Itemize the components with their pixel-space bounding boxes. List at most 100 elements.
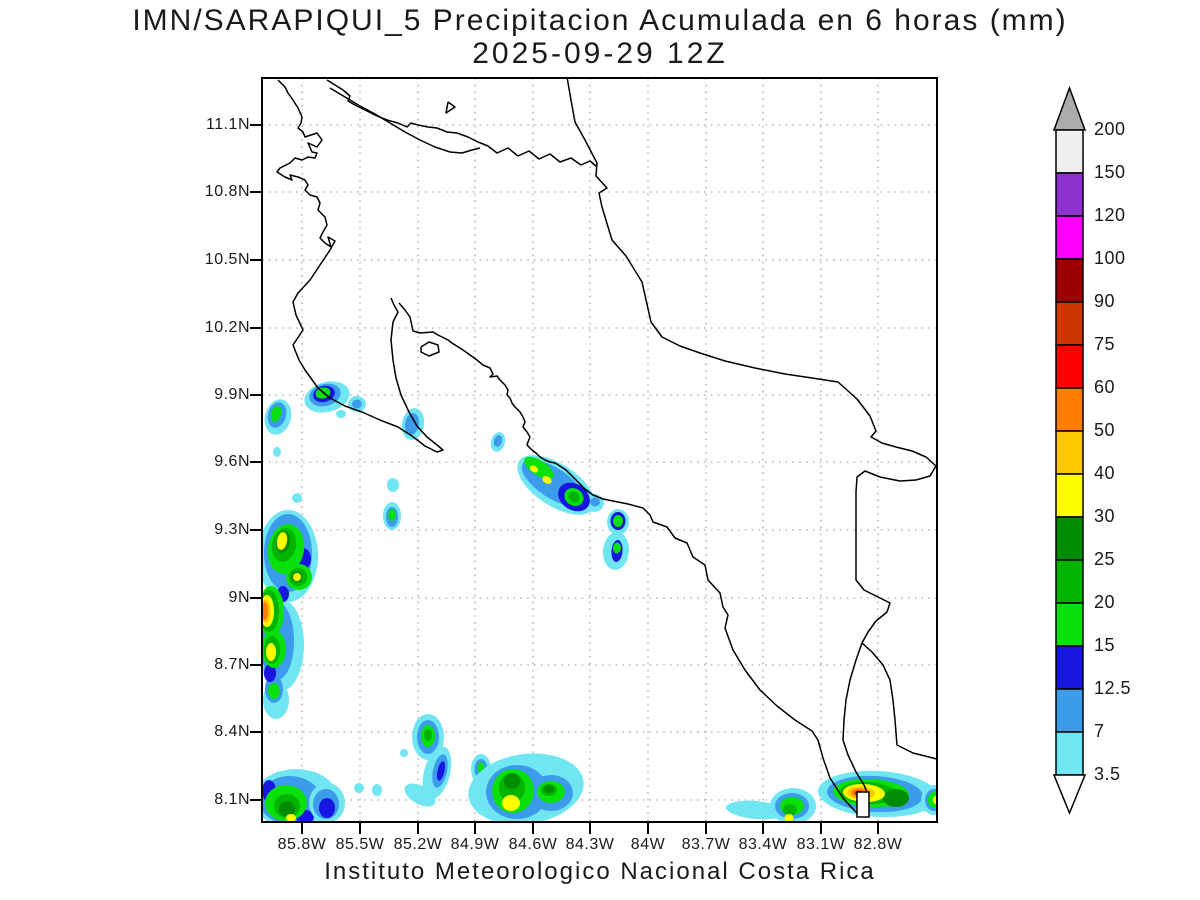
colorbar-label: 3.5 — [1094, 764, 1121, 784]
precip-contour — [404, 783, 436, 807]
map-frame — [261, 77, 938, 823]
precip-contour — [568, 491, 580, 503]
precip-contour — [784, 814, 794, 822]
y-tick-label: 10.2N — [204, 319, 250, 336]
colorbar-cell — [1055, 301, 1084, 346]
precip-contour — [493, 435, 503, 447]
x-tick-label: 84.9W — [450, 836, 500, 853]
precip-contour — [270, 406, 282, 422]
y-tick-label: 10.5N — [204, 251, 250, 268]
precip-contour — [319, 798, 335, 818]
precip-contour — [504, 773, 520, 789]
precip-contour — [266, 643, 276, 661]
precip-contour — [387, 478, 399, 492]
colorbar-label: 150 — [1094, 162, 1126, 182]
colorbar-cell — [1055, 172, 1084, 217]
precip-contour — [292, 493, 302, 503]
precip-contour — [372, 784, 382, 796]
precip-contour — [544, 785, 554, 793]
colorbar-cell — [1055, 215, 1084, 260]
x-tick-label: 83.4W — [738, 836, 788, 853]
precip-contour — [783, 804, 797, 816]
colorbar-label: 120 — [1094, 205, 1126, 225]
x-tick-label: 85.2W — [393, 836, 443, 853]
colorbar-label: 15 — [1094, 635, 1116, 655]
colorbar-label: 7 — [1094, 721, 1105, 741]
y-tick-label: 11.1N — [205, 116, 250, 133]
colorbar-label: 100 — [1094, 248, 1126, 268]
station-marker-box — [856, 791, 870, 818]
x-tick-label: 84W — [630, 836, 666, 853]
precip-contour — [293, 573, 301, 581]
y-tick-label: 10.8N — [204, 183, 250, 200]
axis-ticks — [250, 124, 879, 834]
coastline-path — [445, 101, 456, 114]
y-tick-label: 9.6N — [214, 453, 250, 470]
y-tick-label: 8.4N — [214, 723, 250, 740]
colorbar-arrow-down — [1052, 774, 1087, 815]
coastline-path — [398, 302, 861, 817]
colorbar-cell — [1055, 258, 1084, 303]
x-axis-labels: 85.8W 85.5W 85.2W 84.9W 84.6W 84.3W 84W … — [0, 836, 1200, 856]
precip-contour — [613, 515, 623, 527]
precip-contour — [590, 497, 600, 507]
colorbar-label: 20 — [1094, 592, 1116, 612]
precipitation-layer — [262, 381, 937, 822]
precip-contour — [928, 792, 937, 808]
precip-contour — [424, 729, 432, 741]
coastline-path — [420, 341, 440, 357]
y-axis-labels: 11.1N 10.8N 10.5N 10.2N 9.9N 9.6N 9.3N 9… — [0, 0, 250, 900]
colorbar-cell — [1055, 688, 1084, 733]
colorbar-label: 90 — [1094, 291, 1116, 311]
precip-contour — [336, 410, 346, 418]
x-tick-label: 84.3W — [565, 836, 615, 853]
colorbar-cell — [1055, 387, 1084, 432]
colorbar-label: 50 — [1094, 420, 1116, 440]
colorbar-cell — [1055, 430, 1084, 475]
precip-contour — [529, 465, 539, 473]
colorbar-cell — [1055, 645, 1084, 690]
precip-contour — [268, 683, 280, 699]
colorbar-arrow-up — [1052, 85, 1087, 131]
precip-contour — [502, 795, 520, 811]
precip-contour — [286, 814, 296, 822]
colorbar-cell — [1055, 129, 1084, 174]
y-tick-label: 9.3N — [214, 521, 250, 538]
colorbar — [1052, 85, 1087, 815]
chart-subtitle-datetime: 2025-09-29 12Z — [472, 37, 728, 70]
coastline-path — [566, 78, 937, 793]
x-tick-label: 84.6W — [508, 836, 558, 853]
coastline-layer — [276, 78, 937, 817]
colorbar-label: 200 — [1094, 119, 1126, 139]
colorbar-label: 25 — [1094, 549, 1116, 569]
precip-contour — [400, 749, 408, 757]
colorbar-label: 40 — [1094, 463, 1116, 483]
precip-contour — [262, 602, 268, 620]
colorbar-cell — [1055, 473, 1084, 518]
x-tick-label: 85.5W — [335, 836, 385, 853]
precip-contour — [388, 509, 396, 521]
coastline-path — [326, 79, 598, 168]
colorbar-label: 75 — [1094, 334, 1116, 354]
precip-contour — [524, 456, 554, 480]
precip-contour — [883, 789, 909, 807]
colorbar-cell — [1055, 516, 1084, 561]
y-tick-label: 8.7N — [214, 656, 250, 673]
precip-contour — [264, 664, 276, 682]
coastline-path — [276, 79, 444, 453]
coastline-path — [329, 87, 481, 154]
colorbar-label: 12.5 — [1094, 678, 1132, 698]
precip-contour — [354, 783, 364, 793]
grid-lines — [262, 78, 937, 822]
colorbar-label: 30 — [1094, 506, 1116, 526]
y-tick-label: 8.1N — [214, 791, 250, 808]
colorbar-cell — [1055, 344, 1084, 389]
precip-contour — [436, 761, 446, 781]
precip-contour — [404, 413, 420, 435]
precip-contour — [542, 475, 552, 485]
precip-contour — [612, 542, 622, 554]
colorbar-cell — [1055, 559, 1084, 604]
colorbar-labels: 200 150 120 100 90 75 60 50 40 30 25 20 … — [1094, 0, 1194, 900]
